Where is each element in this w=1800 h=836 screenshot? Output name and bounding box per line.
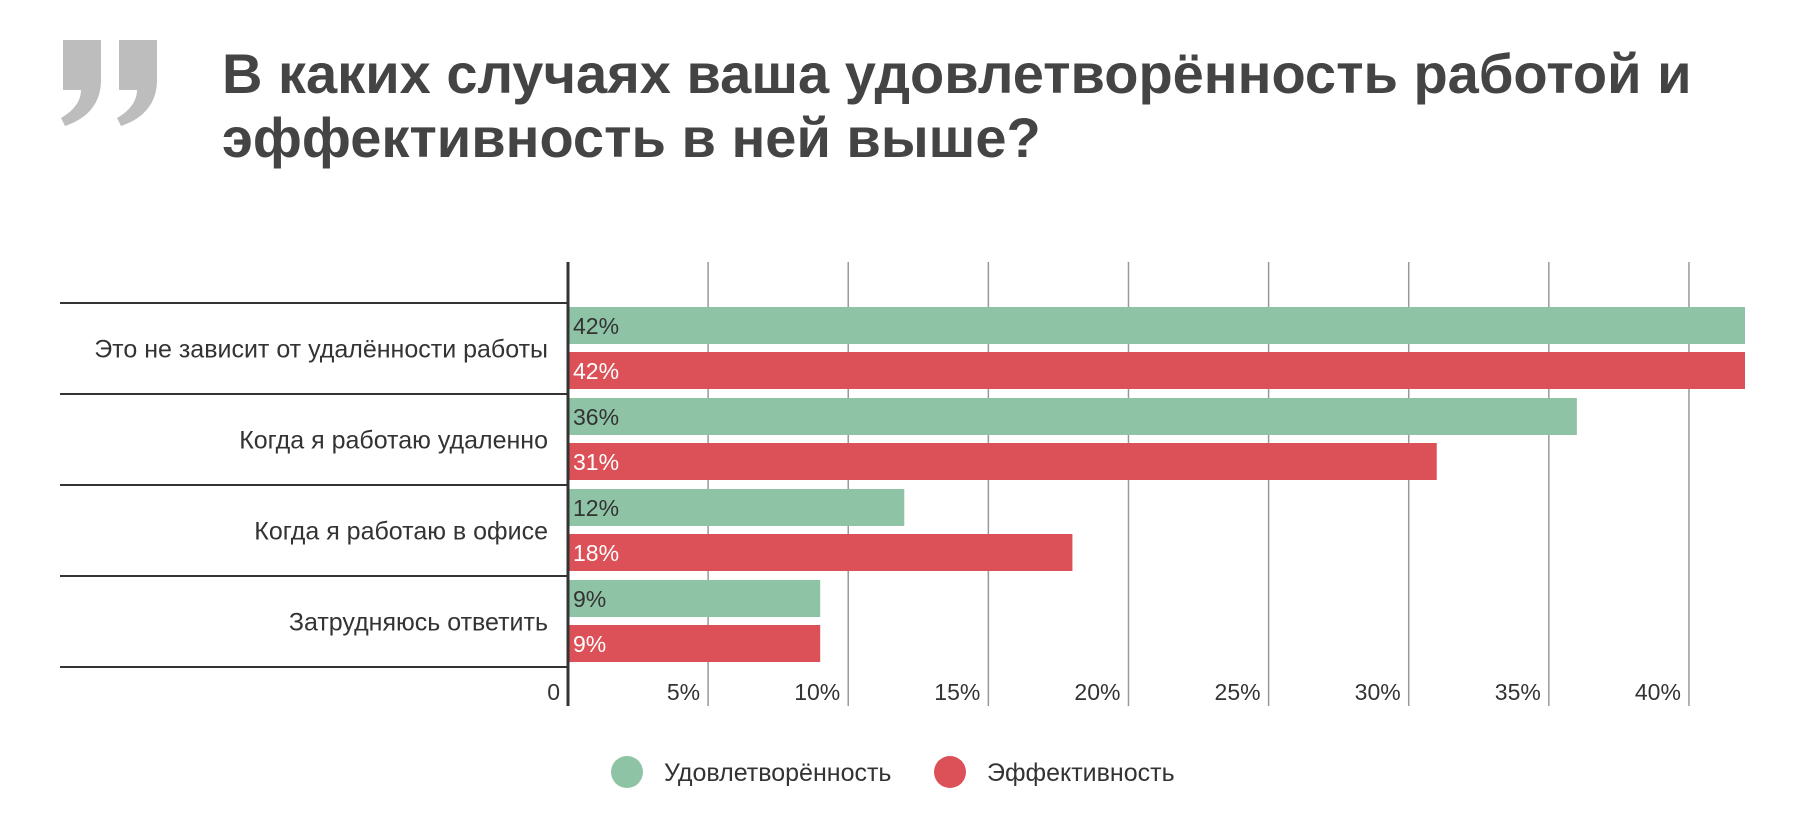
bar-value-label: 42% xyxy=(573,313,619,339)
bar xyxy=(568,352,1745,389)
bar xyxy=(568,443,1437,480)
legend-label: Удовлетворённость xyxy=(664,759,891,787)
page-title: В каких случаях ваша удовлетворённость р… xyxy=(222,42,1692,169)
x-tick-label: 10% xyxy=(794,679,840,705)
labels: 42% 42% Это не зависит от удалённости рабо… xyxy=(94,313,1681,705)
category-label: Когда я работаю в офисе xyxy=(254,518,548,546)
category-label: Когда я работаю удаленно xyxy=(239,427,548,455)
bar xyxy=(568,625,821,662)
bars xyxy=(566,262,1745,706)
bar xyxy=(568,489,905,526)
quote-mark-icon xyxy=(61,40,157,126)
x-tick-label: 15% xyxy=(934,679,980,705)
bar-value-label: 18% xyxy=(573,540,619,566)
bar xyxy=(568,534,1073,571)
category-label: Затрудняюсь ответить xyxy=(289,609,548,637)
x-tick-label: 30% xyxy=(1355,679,1401,705)
bar-value-label: 36% xyxy=(573,404,619,430)
legend-label: Эффективность xyxy=(987,759,1175,787)
x-tick-label: 5% xyxy=(667,679,700,705)
bar-value-label: 31% xyxy=(573,449,619,475)
bar xyxy=(568,307,1745,344)
bar xyxy=(568,398,1577,435)
x-tick-label: 35% xyxy=(1495,679,1541,705)
x-tick-label: 20% xyxy=(1074,679,1120,705)
bar-value-label: 42% xyxy=(573,358,619,384)
legend-swatch xyxy=(934,756,966,788)
x-tick-label: 25% xyxy=(1215,679,1261,705)
bar-value-label: 9% xyxy=(573,631,606,657)
category-separators xyxy=(60,302,568,668)
category-label: Это не зависит от удалённости работы xyxy=(94,336,548,364)
x-tick-label: 0 xyxy=(547,679,560,705)
bar-value-label: 9% xyxy=(573,586,606,612)
legend-swatch xyxy=(611,756,643,788)
x-tick-label: 40% xyxy=(1635,679,1681,705)
bar xyxy=(568,580,821,617)
legend: Удовлетворённость Эффективность xyxy=(611,756,1175,788)
bar-value-label: 12% xyxy=(573,495,619,521)
